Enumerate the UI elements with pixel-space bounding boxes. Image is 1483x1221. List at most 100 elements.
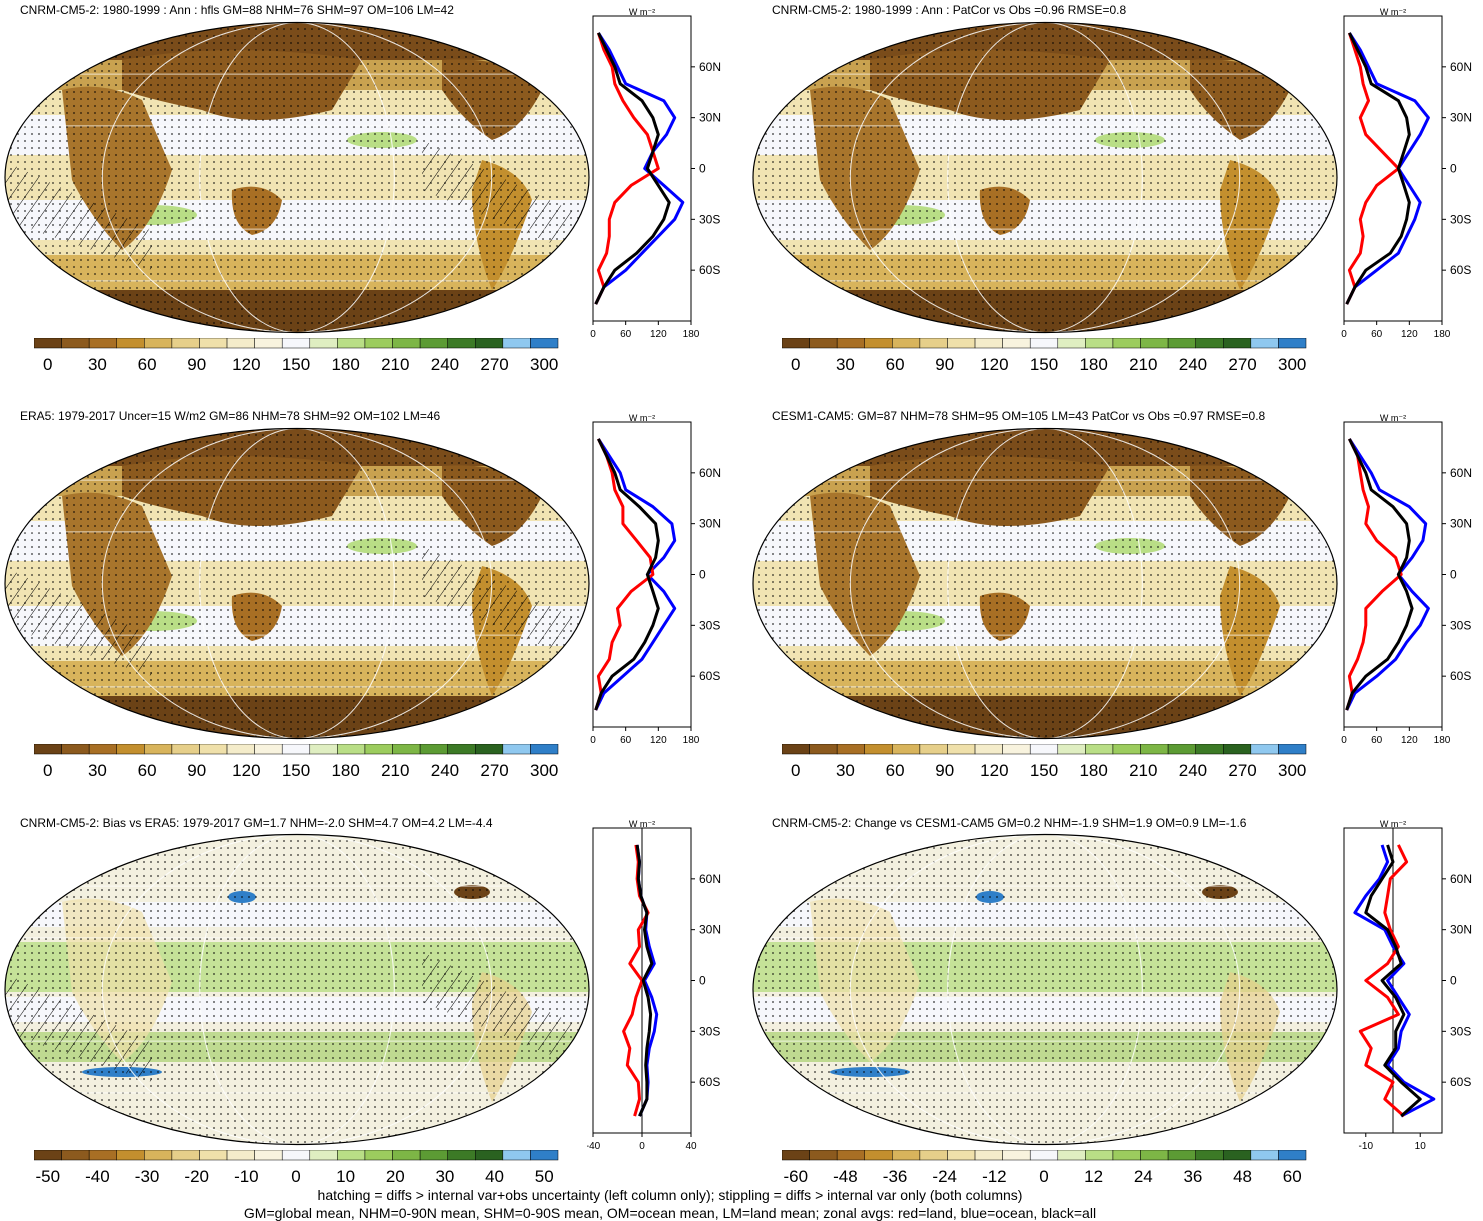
colorbar-swatch bbox=[1167, 1150, 1196, 1161]
panel-title: CNRM-CM5-2: 1980-1999 : Ann : hfls GM=88… bbox=[20, 3, 454, 17]
colorbar-tick-label: 120 bbox=[980, 761, 1008, 780]
colorbar-tick-label: 180 bbox=[331, 355, 359, 374]
colorbar-swatch bbox=[1112, 744, 1141, 755]
colorbar-tick-label: 36 bbox=[1183, 1167, 1202, 1186]
colorbar-swatch bbox=[61, 744, 90, 755]
colorbar-swatch bbox=[1029, 1150, 1059, 1161]
colorbar-swatch bbox=[34, 1150, 62, 1161]
colorbar-swatch bbox=[447, 744, 476, 755]
zonal-x-tick-label: -40 bbox=[587, 1141, 601, 1152]
colorbar-tick-label: 0 bbox=[791, 761, 800, 780]
colorbar-swatch bbox=[254, 744, 283, 755]
colorbar-swatch bbox=[199, 1150, 228, 1161]
colorbar-swatch bbox=[1250, 744, 1279, 755]
zonal-x-tick-label: 60 bbox=[620, 329, 632, 340]
latitude-tick-label: 30S bbox=[699, 1024, 720, 1038]
latitude-tick-label: 60N bbox=[699, 60, 721, 74]
zonal-x-tick-label: 0 bbox=[1341, 735, 1347, 746]
colorbar-swatch bbox=[974, 338, 1003, 349]
colorbar-swatch bbox=[144, 1150, 173, 1161]
colorbar-swatch bbox=[199, 338, 228, 349]
hatching bbox=[5, 140, 589, 270]
latitude-tick-label: 60S bbox=[1450, 263, 1471, 277]
colorbar-tick-label: 50 bbox=[535, 1167, 554, 1186]
colorbar-swatch bbox=[144, 744, 173, 755]
colorbar-swatch bbox=[1085, 744, 1114, 755]
colorbar-swatch bbox=[1223, 1150, 1252, 1161]
colorbar-swatch bbox=[864, 1150, 893, 1161]
colorbar-tick-label: 30 bbox=[435, 1167, 454, 1186]
zonal-x-tick-label: 60 bbox=[620, 735, 632, 746]
latitude-tick-label: 0 bbox=[1450, 568, 1457, 582]
colorbar-tick-label: 90 bbox=[187, 761, 206, 780]
zonal-unit-label: W m⁻² bbox=[629, 7, 655, 17]
colorbar-tick-label: 270 bbox=[1228, 355, 1256, 374]
series-land-line bbox=[594, 438, 655, 711]
colorbar-swatch bbox=[337, 744, 366, 755]
colorbar-swatch bbox=[919, 1150, 948, 1161]
series-land-line bbox=[594, 32, 660, 305]
colorbar-tick-label: -40 bbox=[85, 1167, 110, 1186]
colorbar-tick-label: 24 bbox=[1134, 1167, 1153, 1186]
colorbar-tick-label: 0 bbox=[1039, 1167, 1048, 1186]
world-map bbox=[4, 833, 590, 1146]
colorbar-swatch bbox=[61, 1150, 90, 1161]
colorbar: 0 30 60 90 120 150 180 210 240 270 300 bbox=[34, 744, 558, 780]
colorbar-swatch bbox=[364, 744, 393, 755]
latitude-tick-label: 60N bbox=[699, 466, 721, 480]
colorbar-swatch bbox=[88, 1150, 117, 1161]
series-all-line bbox=[594, 32, 671, 305]
hatching bbox=[5, 546, 589, 676]
colorbar-swatch bbox=[1278, 338, 1307, 349]
colorbar-swatch bbox=[809, 1150, 838, 1161]
latitude-tick-label: 60N bbox=[1450, 466, 1472, 480]
colorbar-swatch bbox=[502, 744, 531, 755]
colorbar-swatch bbox=[502, 338, 531, 349]
colorbar-swatch bbox=[226, 744, 255, 755]
colorbar-swatch bbox=[892, 338, 921, 349]
colorbar-swatch bbox=[836, 744, 865, 755]
series-all-line bbox=[635, 844, 654, 1117]
colorbar-tick-label: 300 bbox=[530, 761, 558, 780]
colorbar-swatch bbox=[309, 1150, 338, 1161]
colorbar-tick-label: -20 bbox=[184, 1167, 209, 1186]
colorbar-tick-label: 90 bbox=[935, 355, 954, 374]
colorbar-tick-label: 240 bbox=[1179, 761, 1207, 780]
latitude-tick-label: 30S bbox=[1450, 618, 1471, 632]
colorbar-tick-label: 20 bbox=[386, 1167, 405, 1186]
zonal-plot-frame bbox=[592, 15, 692, 322]
series-all-line bbox=[594, 438, 660, 711]
colorbar-swatch bbox=[281, 1150, 311, 1161]
colorbar-tick-label: 270 bbox=[1228, 761, 1256, 780]
world-map bbox=[752, 833, 1338, 1146]
series-land-line bbox=[1345, 438, 1403, 711]
colorbar-swatch bbox=[34, 338, 62, 349]
zonal-x-tick-label: 120 bbox=[650, 735, 667, 746]
colorbar-swatch bbox=[364, 1150, 393, 1161]
latitude-tick-label: 60S bbox=[699, 1075, 720, 1089]
colorbar: -60 -48 -36 -24 -12 0 12 24 36 48 60 bbox=[782, 1150, 1307, 1186]
colorbar-tick-label: 210 bbox=[381, 761, 409, 780]
panel-title: ERA5: 1979-2017 Uncer=15 W/m2 GM=86 NHM=… bbox=[20, 409, 441, 423]
panel-title: CESM1-CAM5: GM=87 NHM=78 SHM=95 OM=105 L… bbox=[772, 409, 1266, 423]
colorbar-swatch bbox=[1250, 1150, 1279, 1161]
colorbar-swatch bbox=[309, 744, 338, 755]
colorbar-tick-label: 12 bbox=[1084, 1167, 1103, 1186]
colorbar-tick-label: 60 bbox=[1283, 1167, 1302, 1186]
colorbar-tick-label: 180 bbox=[1079, 355, 1107, 374]
series-all-line bbox=[1364, 844, 1422, 1118]
colorbar-tick-label: 60 bbox=[886, 761, 905, 780]
colorbar-tick-label: 210 bbox=[1129, 355, 1157, 374]
colorbar-swatch bbox=[974, 744, 1003, 755]
colorbar-swatch bbox=[1085, 338, 1114, 349]
zonal-x-tick-label: -10 bbox=[1359, 1141, 1374, 1152]
colorbar-swatch bbox=[864, 338, 893, 349]
colorbar-swatch bbox=[337, 1150, 366, 1161]
colorbar-swatch bbox=[116, 744, 145, 755]
latitude-tick-label: 60S bbox=[699, 263, 720, 277]
colorbar-swatch bbox=[419, 744, 448, 755]
latitude-tick-label: 0 bbox=[699, 974, 706, 988]
colorbar-tick-label: 30 bbox=[836, 761, 855, 780]
latitude-tick-label: 30S bbox=[699, 618, 720, 632]
world-map bbox=[752, 21, 1338, 334]
